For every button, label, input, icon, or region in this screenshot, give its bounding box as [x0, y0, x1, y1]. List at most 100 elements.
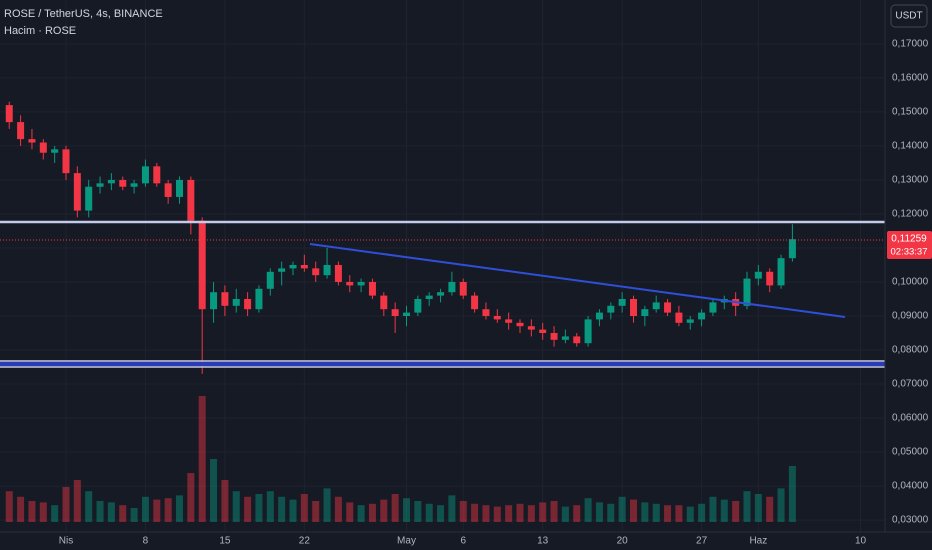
volume-bar — [164, 498, 172, 522]
last-price-label: 0,11259 — [891, 234, 927, 245]
candle-body — [266, 271, 274, 289]
volume-bar — [664, 505, 672, 522]
volume-bar — [278, 496, 286, 522]
x-tick-label: May — [397, 536, 416, 547]
candle-body — [766, 271, 774, 286]
volume-bar — [391, 494, 399, 522]
candle-body — [482, 309, 490, 317]
volume-bar — [539, 502, 547, 522]
y-tick-label: 0,04000 — [892, 481, 929, 492]
y-tick-label: 0,12000 — [892, 209, 929, 220]
volume-bar — [130, 508, 138, 522]
volume-bar — [28, 501, 36, 522]
candle-body — [573, 336, 581, 344]
candle-body — [221, 292, 229, 306]
candle-body — [323, 264, 331, 276]
candle-body — [232, 298, 240, 306]
candle-body — [346, 281, 354, 286]
volume-bar — [85, 491, 93, 522]
candle-body — [300, 264, 308, 269]
candle-body — [39, 142, 47, 153]
candle-body — [595, 312, 603, 320]
volume-bar — [607, 503, 615, 522]
x-tick-label: 15 — [219, 536, 231, 547]
candle-body — [516, 322, 524, 327]
countdown: 02:33:37 — [891, 247, 928, 258]
candle-body — [743, 278, 751, 306]
support-zone — [0, 362, 885, 366]
candle-body — [312, 268, 320, 276]
candle-body — [141, 166, 149, 184]
volume-bar — [5, 491, 13, 522]
candle-body — [709, 302, 717, 313]
candle-body — [527, 326, 535, 330]
candle-body — [368, 281, 376, 296]
candle-body — [414, 298, 422, 313]
volume-bar — [244, 496, 252, 522]
candle-body — [437, 292, 445, 296]
currency-button[interactable] — [890, 4, 928, 28]
candle-body — [698, 312, 706, 320]
volume-bar — [584, 498, 592, 522]
candle-body — [584, 319, 592, 344]
volume-bar — [141, 496, 149, 522]
volume-bar — [493, 506, 501, 522]
volume-bar — [675, 505, 683, 522]
y-tick-label: 0,15000 — [892, 107, 929, 118]
volume-bar — [368, 503, 376, 522]
y-tick-label: 0,13000 — [892, 175, 929, 186]
volume-bar — [527, 505, 535, 522]
candle-layer — [5, 101, 796, 374]
volume-bar — [289, 499, 297, 522]
x-tick-label: 22 — [299, 536, 311, 547]
volume-bar — [312, 501, 320, 522]
candle-body — [187, 179, 195, 221]
volume-bar — [698, 503, 706, 522]
candle-body — [641, 309, 649, 317]
grid — [0, 0, 885, 532]
x-tick-label: Nis — [59, 536, 73, 547]
candle-body — [176, 179, 183, 197]
volume-bar — [39, 502, 47, 522]
volume-bar — [414, 501, 422, 522]
volume-bar — [51, 505, 59, 522]
candle-body — [618, 298, 626, 306]
volume-bar — [176, 495, 183, 522]
candle-body — [73, 173, 81, 211]
currency-button-label[interactable]: USDT — [895, 11, 922, 22]
volume-bar — [266, 491, 274, 522]
volume-bar — [96, 501, 104, 522]
candle-body — [630, 298, 637, 317]
volume-bar — [788, 466, 796, 522]
y-tick-label: 0,16000 — [892, 73, 929, 84]
candle-body — [255, 288, 263, 310]
candle-body — [493, 316, 501, 320]
volume-bar — [505, 505, 513, 522]
candle-body — [130, 183, 138, 187]
volume-bar — [754, 494, 762, 522]
volume-bar — [153, 499, 161, 522]
candle-body — [391, 309, 399, 317]
candle-body — [539, 329, 547, 334]
volume-bar — [357, 505, 365, 522]
candle-body — [403, 312, 410, 317]
volume-bar — [334, 496, 342, 522]
chart-title: ROSE / TetherUS, 4s, BINANCE — [4, 8, 163, 20]
volume-bar — [743, 491, 751, 522]
candle-body — [788, 239, 796, 259]
candle-body — [561, 336, 569, 340]
candle-body — [380, 295, 388, 310]
candle-body — [153, 166, 161, 184]
candle-body — [607, 305, 615, 313]
candle-body — [85, 186, 93, 211]
volume-bar — [777, 488, 785, 522]
x-tick-label: 13 — [537, 536, 549, 547]
volume-bar — [210, 459, 218, 522]
candle-body — [17, 122, 25, 140]
y-tick-label: 0,08000 — [892, 345, 929, 356]
candle-body — [357, 281, 365, 286]
volume-bar — [403, 498, 410, 522]
volume-layer — [5, 396, 796, 522]
volume-bar — [652, 503, 660, 522]
